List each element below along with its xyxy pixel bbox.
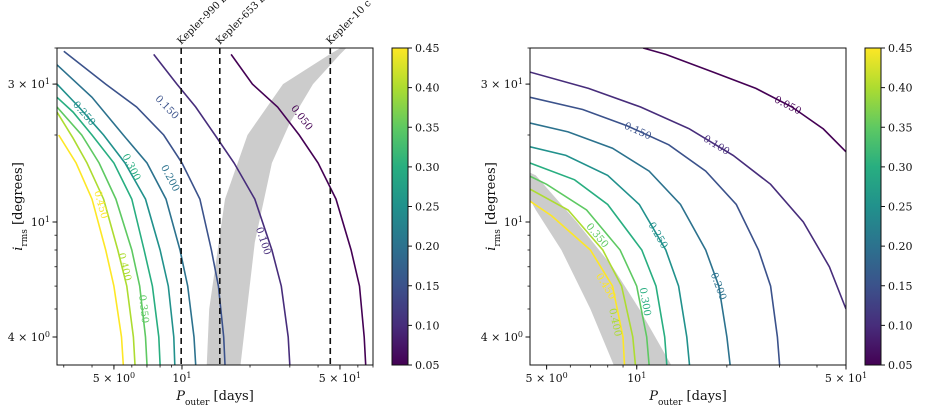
contour-line-0.250 — [57, 83, 176, 365]
contour-line-0.100 — [530, 71, 846, 310]
colorbar-tick-label: 0.15 — [415, 280, 440, 293]
colorbar: 0.05 0.10 0.15 0.20 0.25 0.30 0.35 0.40 0.45 — [391, 42, 440, 372]
contour-label: 0.300 — [637, 287, 653, 317]
contour-line-0.200 — [530, 122, 731, 365]
colorbar-tick-label: 0.05 — [888, 359, 913, 372]
axes-frame — [529, 47, 847, 366]
contour-line-0.200 — [57, 64, 197, 365]
colorbar-tick-label: 0.40 — [888, 82, 913, 95]
panel-2: 0.0500.1000.1500.2000.2500.3000.3500.400… — [481, 42, 913, 408]
axes-frame — [56, 47, 374, 366]
contour-line-0.250 — [530, 146, 691, 365]
shaded-band — [530, 172, 672, 365]
contour-line-0.300 — [530, 162, 668, 365]
colorbar-tick-label: 0.05 — [415, 359, 440, 372]
contour-label: 0.350 — [136, 294, 150, 324]
contour-line-0.100 — [153, 53, 291, 365]
plot-area: 0.0500.1000.1500.2000.2500.3000.3500.400… — [57, 48, 367, 365]
contour-line-0.450 — [530, 200, 626, 365]
plot-background — [530, 48, 846, 365]
panel-1: 0.0500.1000.1500.2000.2500.3000.3500.400… — [8, 0, 440, 408]
planet-label: Kepler-10 c — [325, 0, 374, 47]
colorbar-tick-label: 0.30 — [888, 161, 913, 174]
colorbar-tick-label: 0.40 — [415, 82, 440, 95]
contour-line-0.150 — [63, 50, 226, 365]
contour-line-0.350 — [57, 106, 148, 365]
x-tick-label: 5 × 100 — [93, 371, 135, 386]
shaded-band — [206, 48, 347, 365]
colorbar-tick-label: 0.10 — [415, 319, 440, 332]
colorbar-tick-label: 0.20 — [415, 240, 440, 253]
colorbar-tick-label: 0.35 — [415, 121, 440, 134]
y-tick-label: 101 — [31, 214, 50, 229]
contour-line-0.050 — [642, 48, 846, 153]
x-tick-label: 5 × 101 — [825, 371, 867, 386]
y-axis-label: irms [degrees] — [484, 162, 503, 251]
x-tick-label: 5 × 101 — [319, 371, 361, 386]
colorbar-tick-label: 0.25 — [888, 201, 913, 214]
colorbar-tick-label: 0.20 — [888, 240, 913, 253]
colorbar-gradient — [391, 47, 409, 366]
contour-line-0.300 — [57, 96, 161, 365]
x-axis-label: Pouter [days] — [175, 389, 254, 408]
contour-line-0.150 — [530, 96, 781, 365]
colorbar-tick-label: 0.10 — [888, 319, 913, 332]
y-tick-label: 101 — [504, 214, 523, 229]
y-axis-label: irms [degrees] — [11, 162, 30, 251]
contour-line-0.350 — [530, 175, 650, 365]
colorbar-tick-label: 0.15 — [888, 280, 913, 293]
colorbar-tick-label: 0.25 — [415, 201, 440, 214]
contour-line-0.450 — [58, 134, 125, 365]
y-tick-label: 3 × 101 — [481, 77, 523, 92]
colorbar-tick-label: 0.35 — [888, 121, 913, 134]
contour-line-0.400 — [530, 188, 637, 365]
x-tick-label: 5 × 100 — [525, 371, 567, 386]
x-tick-label: 101 — [172, 371, 191, 386]
y-tick-label: 4 × 100 — [8, 329, 50, 344]
colorbar: 0.05 0.10 0.15 0.20 0.25 0.30 0.35 0.40 0.45 — [864, 42, 913, 372]
x-tick-label: 101 — [627, 371, 646, 386]
colorbar-tick-label: 0.45 — [888, 42, 913, 55]
contour-line-0.050 — [230, 53, 367, 365]
y-tick-label: 4 × 100 — [481, 329, 523, 344]
colorbar-gradient — [864, 47, 882, 366]
x-axis-label: Pouter [days] — [648, 389, 727, 408]
colorbar-tick-label: 0.45 — [415, 42, 440, 55]
contour-line-0.400 — [57, 111, 136, 365]
y-tick-label: 3 × 101 — [8, 77, 50, 92]
colorbar-tick-label: 0.30 — [415, 161, 440, 174]
